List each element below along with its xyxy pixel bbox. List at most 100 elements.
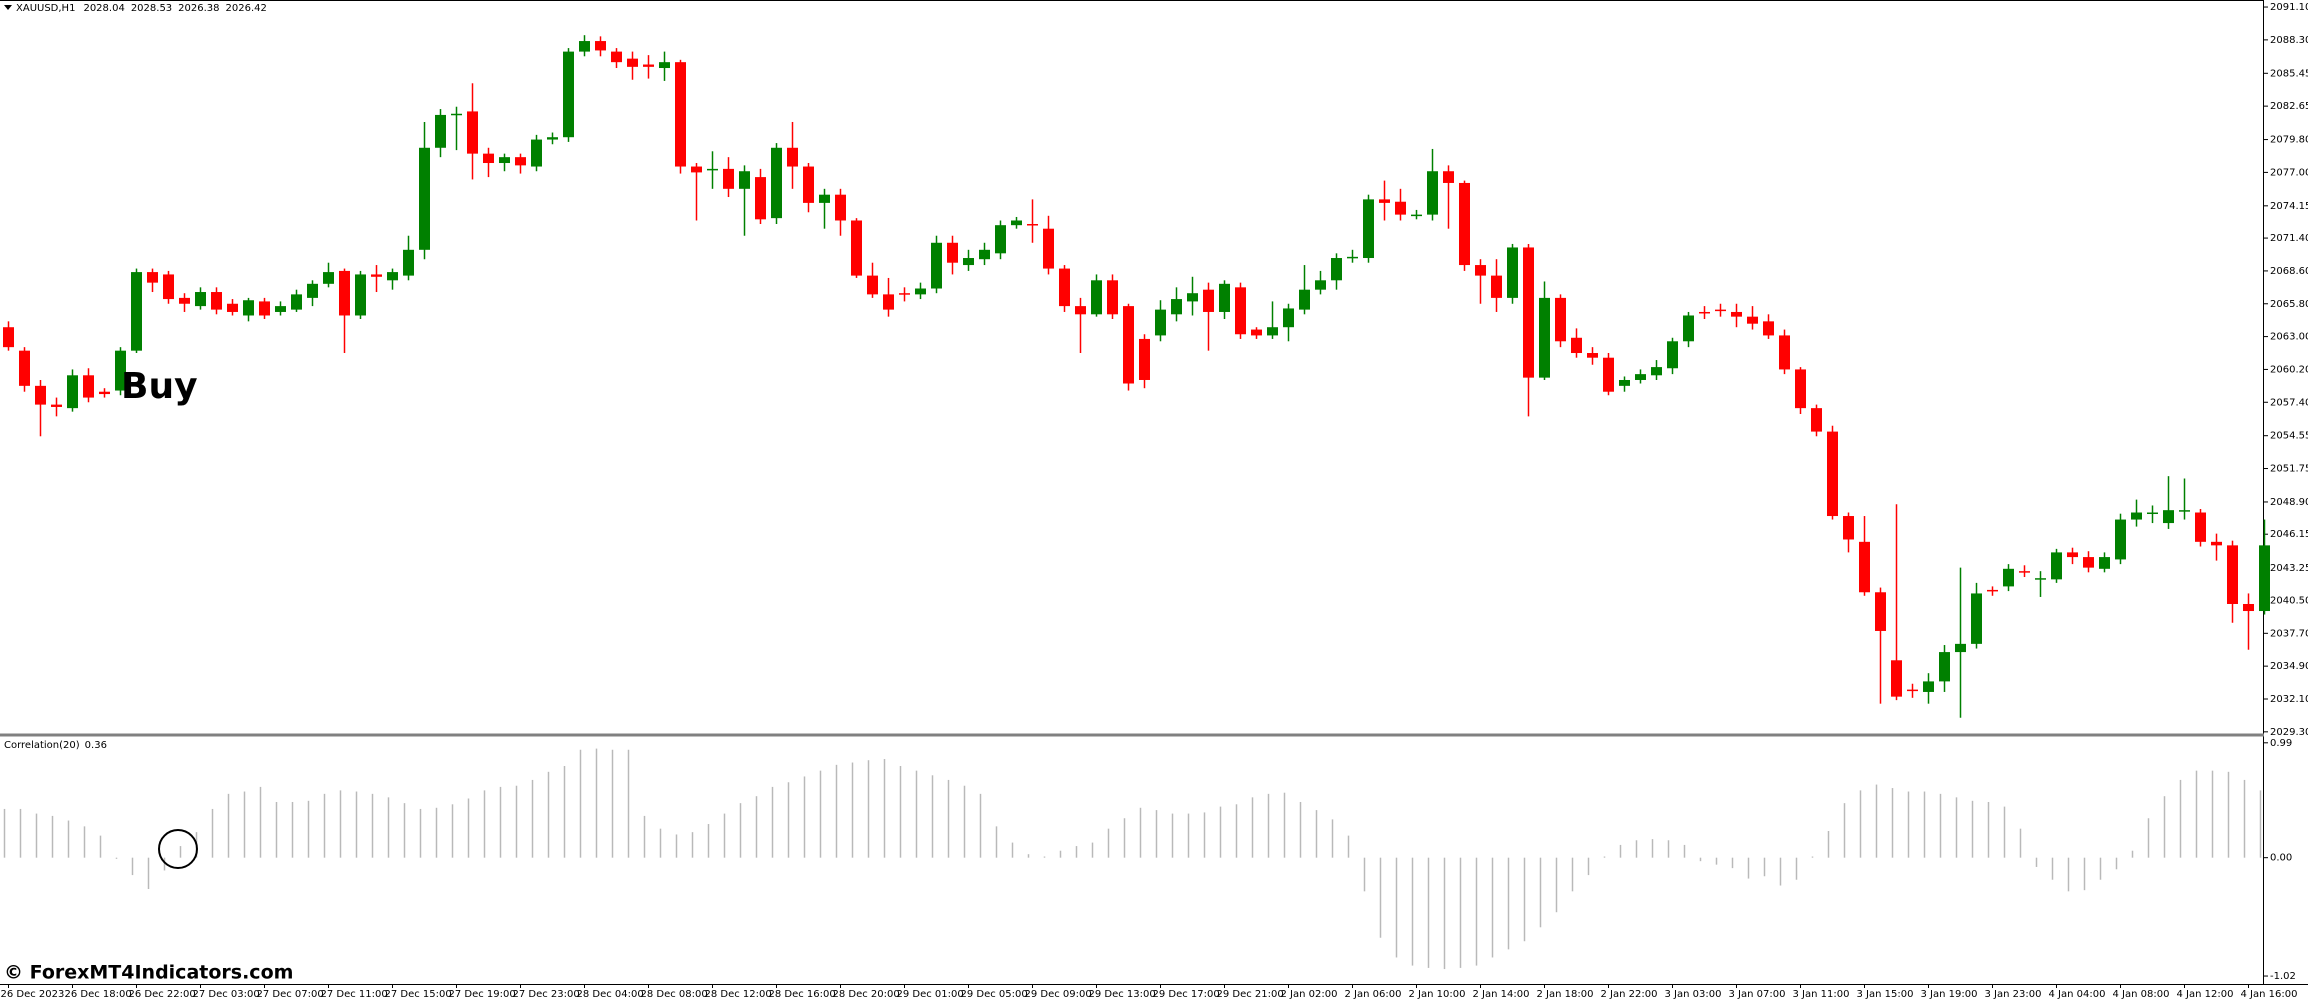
candle-body [1443, 171, 1454, 183]
y-tick-label: 2082.65 [2270, 101, 2308, 112]
symbol: XAUUSD,H1 [16, 3, 75, 14]
candle-body [99, 391, 110, 395]
candle-body [611, 51, 622, 63]
candle-body [2051, 552, 2062, 580]
candle-body [1123, 306, 1134, 384]
y-tick-label: 2057.40 [2270, 397, 2308, 408]
candle-body [1379, 199, 1390, 203]
candle-body [1859, 541, 1870, 593]
candle-body [179, 297, 190, 304]
candle-body [2195, 512, 2206, 542]
candle-body [403, 249, 414, 276]
candle-body [435, 114, 446, 148]
y-tick-label: 2065.80 [2270, 299, 2308, 310]
x-tick-label: 27 Dec 19:00 [449, 989, 516, 1000]
candle-body [2227, 545, 2238, 604]
x-tick-label: 2 Jan 14:00 [1473, 989, 1530, 1000]
candle-body [1699, 311, 1710, 314]
y-tick-label: 2032.10 [2270, 694, 2308, 705]
candle-body [499, 157, 510, 164]
buy-annotation: Buy [121, 366, 198, 407]
header-value: 2026.42 [226, 3, 267, 14]
candle-body [1971, 593, 1982, 644]
menu-triangle [4, 5, 12, 10]
candle-body [1875, 592, 1886, 631]
y-tick-label: 2088.30 [2270, 35, 2308, 46]
candle-body [963, 258, 974, 266]
y-tick-label: 2063.00 [2270, 332, 2308, 343]
x-tick-label: 26 Dec 22:00 [129, 989, 196, 1000]
candle-body [1507, 247, 1518, 298]
candle-body [595, 41, 606, 51]
candle-body [195, 292, 206, 307]
candle-body [1539, 297, 1550, 378]
candle-body [2067, 552, 2078, 558]
candle-body [1187, 293, 1198, 302]
candle-body [723, 168, 734, 189]
y-tick-label: 2034.90 [2270, 661, 2308, 672]
candle-body [1427, 171, 1438, 215]
candle-body [1331, 258, 1342, 281]
candle-body [1843, 516, 1854, 540]
indicator-name: Correlation(20) [4, 740, 80, 751]
candle-body [291, 294, 302, 310]
candle-body [243, 300, 254, 316]
candle-body [2003, 568, 2014, 587]
y-tick-label: 2071.40 [2270, 233, 2308, 244]
candle-body [531, 139, 542, 167]
candle-body [451, 113, 462, 116]
candle-body [1139, 338, 1150, 380]
y-tick-label: 2037.70 [2270, 628, 2308, 639]
candle-body [1299, 289, 1310, 310]
candle-body [2131, 512, 2142, 520]
y-tick-label: 2085.45 [2270, 68, 2308, 79]
y-tick-label: 2046.15 [2270, 529, 2308, 540]
candle-body [83, 375, 94, 398]
candle-body [1411, 214, 1422, 217]
y-tick-label: 2074.15 [2270, 201, 2308, 212]
candle-body [1203, 289, 1214, 312]
candle-body [707, 168, 718, 171]
candle-body [67, 375, 78, 409]
candle-body [2115, 519, 2126, 560]
candle-body [1491, 275, 1502, 298]
candle-body [1603, 357, 1614, 392]
x-tick-label: 28 Dec 20:00 [833, 989, 900, 1000]
y-tick-label: 2077.00 [2270, 167, 2308, 178]
y-tick-label: 2068.60 [2270, 266, 2308, 277]
candle-body [1907, 689, 1918, 692]
candle-body [2019, 571, 2030, 573]
candle-body [979, 249, 990, 260]
header-value: 2028.53 [131, 3, 172, 14]
candle-body [1395, 201, 1406, 215]
candle-body [1987, 589, 1998, 592]
candle-body [1267, 327, 1278, 336]
candle-body [1459, 182, 1470, 266]
candle-body [1635, 374, 1646, 380]
candle-body [947, 242, 958, 263]
candle-body [339, 270, 350, 316]
x-tick-label: 27 Dec 07:00 [257, 989, 324, 1000]
candle-body [803, 166, 814, 203]
candle-body [1923, 681, 1934, 692]
candle-body [1555, 297, 1566, 342]
candle-body [899, 293, 910, 295]
candle-body [1027, 224, 1038, 226]
candle-body [1523, 247, 1534, 378]
candle-body [627, 58, 638, 67]
y-tick-label: 0.00 [2270, 853, 2292, 864]
x-tick-label: 4 Jan 12:00 [2177, 989, 2234, 1000]
candle-body [1683, 315, 1694, 342]
candle-body [2163, 510, 2174, 524]
y-tick-label: 2029.30 [2270, 727, 2308, 738]
candle-body [307, 283, 318, 298]
x-tick-label: 29 Dec 01:00 [897, 989, 964, 1000]
candle-body [1587, 353, 1598, 358]
y-tick-label: 2091.10 [2270, 2, 2308, 13]
y-tick-label: 2040.50 [2270, 595, 2308, 606]
candle-body [995, 225, 1006, 254]
candle-body [1747, 316, 1758, 324]
candle-body [2211, 541, 2222, 546]
